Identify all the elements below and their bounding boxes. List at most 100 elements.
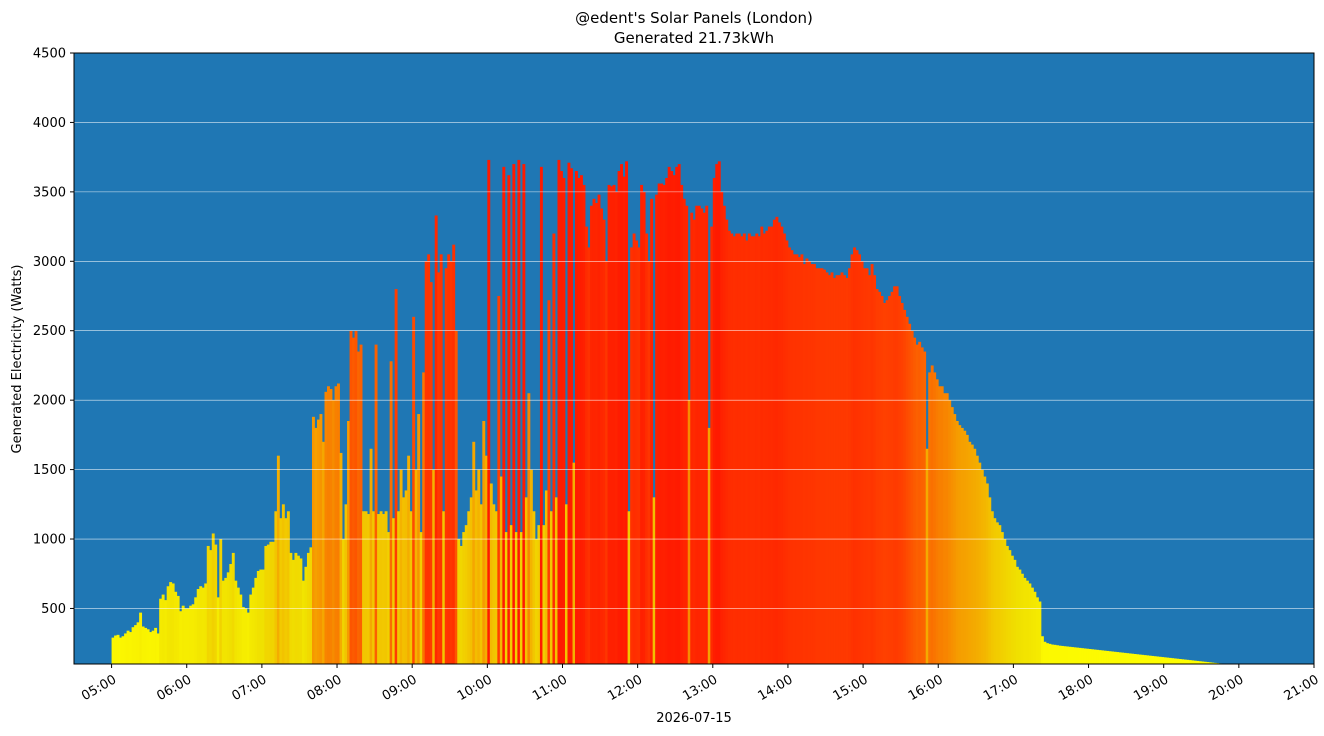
bar	[772, 219, 776, 664]
bar	[1176, 658, 1180, 664]
bar	[607, 184, 611, 665]
bar	[412, 316, 416, 664]
bar	[920, 347, 924, 664]
bar	[369, 448, 373, 664]
bar	[251, 587, 255, 665]
bar	[805, 258, 809, 664]
bar	[1106, 650, 1109, 664]
bar	[1126, 653, 1130, 664]
bar	[279, 518, 283, 664]
bar	[1168, 657, 1172, 664]
bar	[622, 176, 626, 664]
bar	[980, 469, 984, 664]
bar	[695, 205, 699, 664]
plot-frame	[73, 52, 1315, 665]
bar	[1156, 656, 1160, 664]
bar	[489, 483, 493, 664]
x-tick-label: 17:00	[981, 672, 1021, 704]
bar	[735, 233, 739, 664]
bar	[1128, 653, 1132, 664]
bar	[527, 393, 531, 664]
bar	[800, 254, 804, 664]
bar	[529, 469, 533, 664]
bar	[1013, 559, 1017, 664]
bar	[244, 608, 248, 664]
bar	[1033, 591, 1037, 664]
bar	[572, 462, 576, 664]
x-tick-label: 07:00	[229, 672, 269, 704]
bar	[1186, 659, 1190, 664]
bar	[692, 219, 696, 664]
bar	[712, 177, 716, 665]
bar	[362, 511, 365, 664]
bar	[765, 230, 769, 664]
bar	[630, 247, 634, 664]
bar	[382, 514, 386, 664]
bar	[241, 607, 245, 664]
bar	[1193, 660, 1197, 664]
bar	[199, 586, 203, 664]
bar	[923, 351, 927, 664]
bar	[582, 184, 586, 665]
bar	[605, 261, 608, 664]
bar	[620, 164, 624, 664]
bar	[878, 291, 882, 664]
bar	[276, 455, 280, 664]
bar	[144, 627, 148, 664]
bar	[1035, 597, 1039, 664]
bar	[1053, 644, 1057, 664]
bar	[169, 582, 173, 664]
chart-subtitle: Generated 21.73kWh	[614, 29, 774, 47]
bar	[367, 514, 370, 664]
bar	[1118, 652, 1122, 664]
bar	[935, 379, 939, 664]
bar	[504, 532, 508, 664]
bar	[745, 240, 749, 664]
bar	[1025, 580, 1029, 664]
bar	[542, 525, 546, 664]
bar	[512, 164, 516, 664]
bar	[214, 544, 218, 664]
bar	[883, 302, 887, 664]
bar	[457, 539, 461, 664]
bar	[116, 634, 120, 664]
bar	[1191, 660, 1195, 664]
bar	[1008, 550, 1012, 664]
bar	[750, 236, 754, 665]
bar	[933, 372, 937, 664]
bar	[740, 236, 744, 665]
bar	[802, 264, 806, 664]
bar	[1213, 662, 1217, 664]
bar	[562, 177, 566, 665]
x-tick-label: 21:00	[1282, 672, 1322, 704]
bar	[905, 316, 909, 664]
bar	[249, 594, 253, 664]
bar	[332, 400, 335, 664]
bar	[477, 469, 481, 664]
bar	[327, 386, 330, 664]
bar	[898, 296, 902, 664]
bar	[1023, 577, 1027, 664]
bar	[1136, 654, 1140, 664]
bar	[1096, 649, 1099, 664]
y-tick-label: 1000	[33, 533, 66, 548]
bar	[129, 632, 133, 664]
bar	[890, 291, 894, 664]
bar	[146, 629, 150, 664]
bar	[447, 254, 451, 664]
bar	[176, 595, 180, 664]
x-tick-label: 08:00	[305, 672, 345, 704]
bar	[139, 612, 143, 664]
bar	[875, 289, 879, 664]
bar	[910, 330, 914, 664]
bar	[960, 427, 964, 664]
bar	[1116, 652, 1120, 664]
bar	[1178, 659, 1182, 664]
x-tick-label: 14:00	[756, 672, 796, 704]
bar	[785, 240, 789, 664]
bar	[299, 558, 303, 664]
bar	[795, 254, 799, 664]
bar	[993, 518, 997, 664]
bar	[201, 587, 205, 665]
bar	[747, 233, 751, 664]
